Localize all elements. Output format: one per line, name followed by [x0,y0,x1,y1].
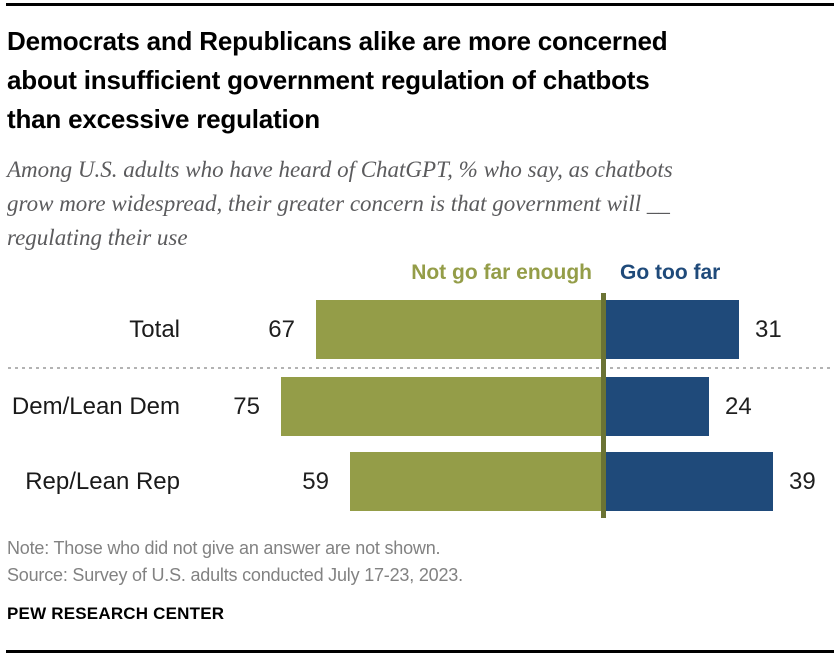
source-text: Source: Survey of U.S. adults conducted … [7,565,463,585]
chart-subtitle: Among U.S. adults who have heard of Chat… [7,157,673,250]
value-label-left: 75 [233,393,260,420]
note-text: Note: Those who did not give an answer a… [7,538,441,558]
value-label-left: 67 [268,316,295,343]
bar-not-go-far-enough [281,377,605,436]
bar-not-go-far-enough [350,452,605,511]
category-label: Total [129,316,180,343]
value-label-right: 39 [789,468,816,495]
bar-go-too-far [605,300,739,359]
brand-label: PEW RESEARCH CENTER [7,604,225,623]
value-label-right: 24 [725,393,752,420]
legend-go-too-far: Go too far [620,261,721,284]
bar-not-go-far-enough [316,300,605,359]
category-label: Dem/Lean Dem [11,393,180,420]
bar-go-too-far [605,452,773,511]
center-axis-line [601,293,606,518]
category-label: Rep/Lean Rep [25,468,180,495]
bottom-rule [6,650,834,653]
value-label-right: 31 [755,316,782,343]
value-label-left: 59 [302,468,329,495]
row-separator [8,367,832,369]
bar-go-too-far [605,377,709,436]
chart-title: Democrats and Republicans alike are more… [7,26,668,134]
legend-not-go-far-enough: Not go far enough [411,261,592,284]
top-rule [6,3,834,6]
